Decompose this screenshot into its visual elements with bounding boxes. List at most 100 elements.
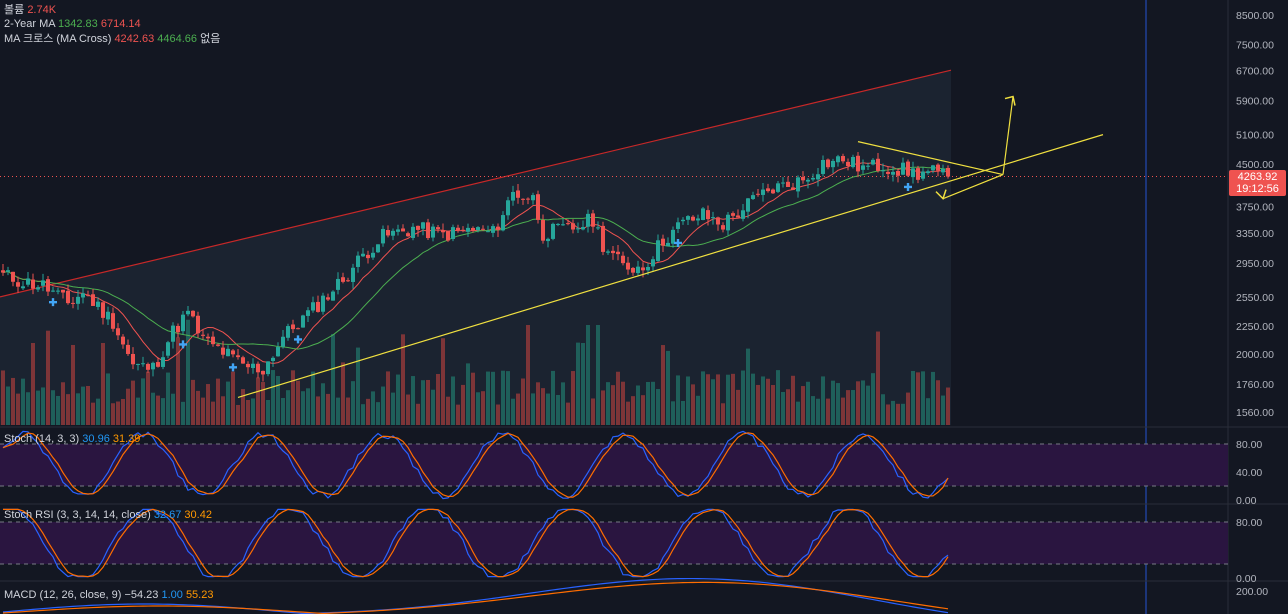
candle-body bbox=[876, 158, 880, 171]
volume-bar bbox=[591, 398, 595, 425]
candle-body bbox=[141, 363, 145, 365]
volume-bar bbox=[836, 383, 840, 425]
candle-series bbox=[1, 151, 950, 382]
volume-bar bbox=[866, 385, 870, 425]
ma-fast-line bbox=[2, 162, 949, 364]
volume-bar bbox=[881, 394, 885, 425]
volume-bar bbox=[831, 380, 835, 425]
candle-body bbox=[381, 228, 385, 244]
volume-bar bbox=[71, 344, 75, 425]
volume-bar bbox=[361, 404, 365, 425]
volume-bar bbox=[426, 379, 430, 425]
candle-body bbox=[321, 295, 325, 312]
macross-value-fast: 4242.63 bbox=[114, 33, 155, 45]
volume-bar bbox=[121, 398, 125, 425]
candle-body bbox=[371, 252, 375, 258]
ma-cross-marker bbox=[49, 298, 57, 307]
volume-bar bbox=[741, 370, 745, 425]
stoch-band bbox=[0, 444, 1228, 486]
volume-bar bbox=[336, 397, 340, 425]
candle-body bbox=[796, 177, 800, 192]
candle-body bbox=[721, 225, 725, 230]
volume-bar bbox=[226, 381, 230, 425]
ma2y-upper-line bbox=[0, 69, 952, 298]
volume-bar bbox=[666, 350, 670, 425]
stochrsi-k-value: 32.67 bbox=[153, 509, 182, 521]
arrow-head-down bbox=[935, 189, 947, 201]
candle-body bbox=[131, 353, 135, 365]
candle-body bbox=[831, 160, 835, 168]
candle-body bbox=[576, 228, 580, 230]
candle-body bbox=[306, 310, 310, 316]
volume-bar bbox=[286, 390, 290, 425]
volume-bar bbox=[716, 374, 720, 425]
candle-body bbox=[516, 190, 520, 198]
volume-bar bbox=[461, 384, 465, 425]
volume-bar bbox=[166, 372, 170, 425]
volume-bar bbox=[876, 331, 880, 425]
volume-bar bbox=[561, 382, 565, 425]
volume-bar bbox=[331, 334, 335, 425]
volume-bar bbox=[571, 371, 575, 425]
volume-series bbox=[1, 319, 950, 425]
volume-bar bbox=[451, 376, 455, 425]
ma2y-label: 2-Year MA bbox=[4, 18, 55, 30]
volume-bar bbox=[621, 381, 625, 425]
candle-body bbox=[206, 336, 210, 339]
stoch-k-value: 30.96 bbox=[82, 433, 110, 445]
candle-body bbox=[241, 357, 245, 364]
volume-bar bbox=[506, 371, 510, 425]
candle-body bbox=[281, 336, 285, 347]
candle-body bbox=[41, 280, 45, 286]
volume-bar bbox=[731, 373, 735, 425]
candle-body bbox=[846, 161, 850, 167]
volume-bar bbox=[126, 388, 130, 425]
candle-body bbox=[446, 231, 450, 241]
candle-body bbox=[251, 363, 255, 369]
macross-value-slow: 4464.66 bbox=[157, 33, 198, 45]
volume-bar bbox=[681, 400, 685, 425]
volume-bar bbox=[116, 401, 120, 425]
candle-body bbox=[406, 233, 410, 237]
volume-bar bbox=[576, 342, 580, 425]
volume-bar bbox=[1, 370, 5, 425]
candle-body bbox=[556, 223, 560, 225]
volume-bar bbox=[6, 386, 10, 425]
volume-label: 볼륨 bbox=[4, 4, 25, 16]
stoch-title: Stoch (14, 3, 3) bbox=[4, 433, 80, 445]
candle-body bbox=[286, 326, 290, 338]
candle-body bbox=[256, 363, 260, 373]
volume-bar bbox=[11, 377, 15, 425]
volume-bar bbox=[251, 398, 255, 425]
volume-bar bbox=[611, 385, 615, 425]
ma2y-value-high: 6714.14 bbox=[100, 18, 141, 30]
price-axis-tick: 2000.00 bbox=[1236, 349, 1274, 361]
ma-cross-marker bbox=[674, 238, 682, 247]
candle-body bbox=[6, 270, 10, 272]
candle-body bbox=[596, 227, 600, 229]
price-axis-tick: 7500.00 bbox=[1236, 39, 1274, 51]
candle-body bbox=[746, 198, 750, 212]
candle-body bbox=[931, 165, 935, 171]
volume-bar bbox=[651, 381, 655, 425]
candle-body bbox=[611, 250, 615, 254]
candle-body bbox=[201, 334, 205, 336]
stochrsi-d-line bbox=[3, 508, 949, 578]
candle-body bbox=[841, 156, 845, 162]
candle-body bbox=[491, 226, 495, 233]
macd-title: MACD (12, 26, close, 9) bbox=[4, 589, 122, 601]
candle-body bbox=[441, 230, 445, 233]
candle-body bbox=[431, 226, 435, 238]
volume-bar bbox=[136, 397, 140, 425]
candle-body bbox=[636, 266, 640, 274]
candle-body bbox=[126, 344, 130, 354]
candle-body bbox=[226, 348, 230, 357]
price-axis-tick: 2550.00 bbox=[1236, 292, 1274, 304]
arrow-head-up bbox=[1004, 95, 1016, 106]
candle-body bbox=[26, 278, 30, 285]
volume-bar bbox=[346, 397, 350, 425]
candle-body bbox=[191, 310, 195, 317]
candle-body bbox=[146, 363, 150, 370]
candle-body bbox=[881, 170, 885, 172]
